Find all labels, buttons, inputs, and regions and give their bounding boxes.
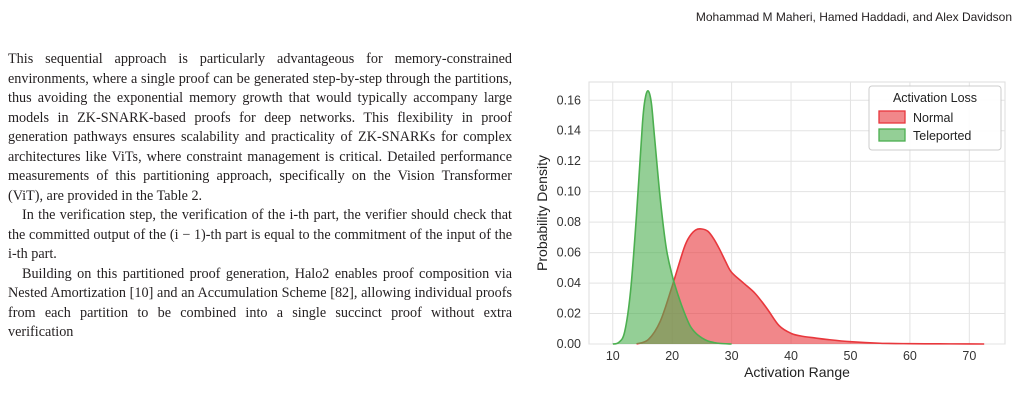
y-axis-label: Probability Density [534, 155, 550, 271]
x-tick-label: 60 [903, 349, 917, 363]
paragraph: This sequential approach is particularly… [8, 51, 512, 204]
y-tick-label: 0.06 [557, 246, 581, 260]
y-tick-label: 0.02 [557, 307, 581, 321]
paragraph: Building on this partitioned proof gener… [8, 265, 512, 341]
chart-legend: Activation Loss Normal Teleported [868, 85, 1002, 151]
x-axis-label: Activation Range [744, 364, 850, 380]
body-text: This sequential approach is particularly… [8, 50, 512, 343]
x-tick-label: 40 [784, 349, 798, 363]
density-line-teleported [612, 90, 732, 345]
density-area-teleported [612, 90, 732, 344]
y-tick-label: 0.04 [557, 276, 581, 290]
y-tick-label: 0.08 [557, 215, 581, 229]
legend-swatch-teleported [878, 128, 906, 142]
x-tick-label: 20 [665, 349, 679, 363]
x-tick-label: 30 [725, 349, 739, 363]
legend-label-normal: Normal [913, 111, 953, 125]
x-tick-label: 70 [962, 349, 976, 363]
running-header: Mohammad M Maheri, Hamed Haddadi, and Al… [695, 10, 1012, 24]
density-line-normal [636, 228, 985, 345]
legend-swatch-normal [878, 110, 906, 124]
legend-label-teleported: Teleported [913, 129, 971, 143]
density-chart: 10 20 30 40 50 60 70 0.00 0.02 0.04 0.06 0.08 0.10 0.… [534, 81, 1006, 380]
x-tick-label: 10 [606, 349, 620, 363]
y-tick-label: 0.14 [557, 124, 581, 138]
density-chart-figure: 10 20 30 40 50 60 70 0.00 0.02 0.04 0.06 0.08 0.10 0.… [525, 80, 1017, 391]
paragraph: In the verification step, the verificati… [8, 207, 512, 262]
y-tick-label: 0.16 [557, 93, 581, 107]
legend-title: Activation Loss [893, 91, 977, 105]
y-tick-label: 0.00 [557, 337, 581, 351]
y-tick-label: 0.12 [557, 154, 581, 168]
y-tick-label: 0.10 [557, 185, 581, 199]
x-tick-label: 50 [844, 349, 858, 363]
